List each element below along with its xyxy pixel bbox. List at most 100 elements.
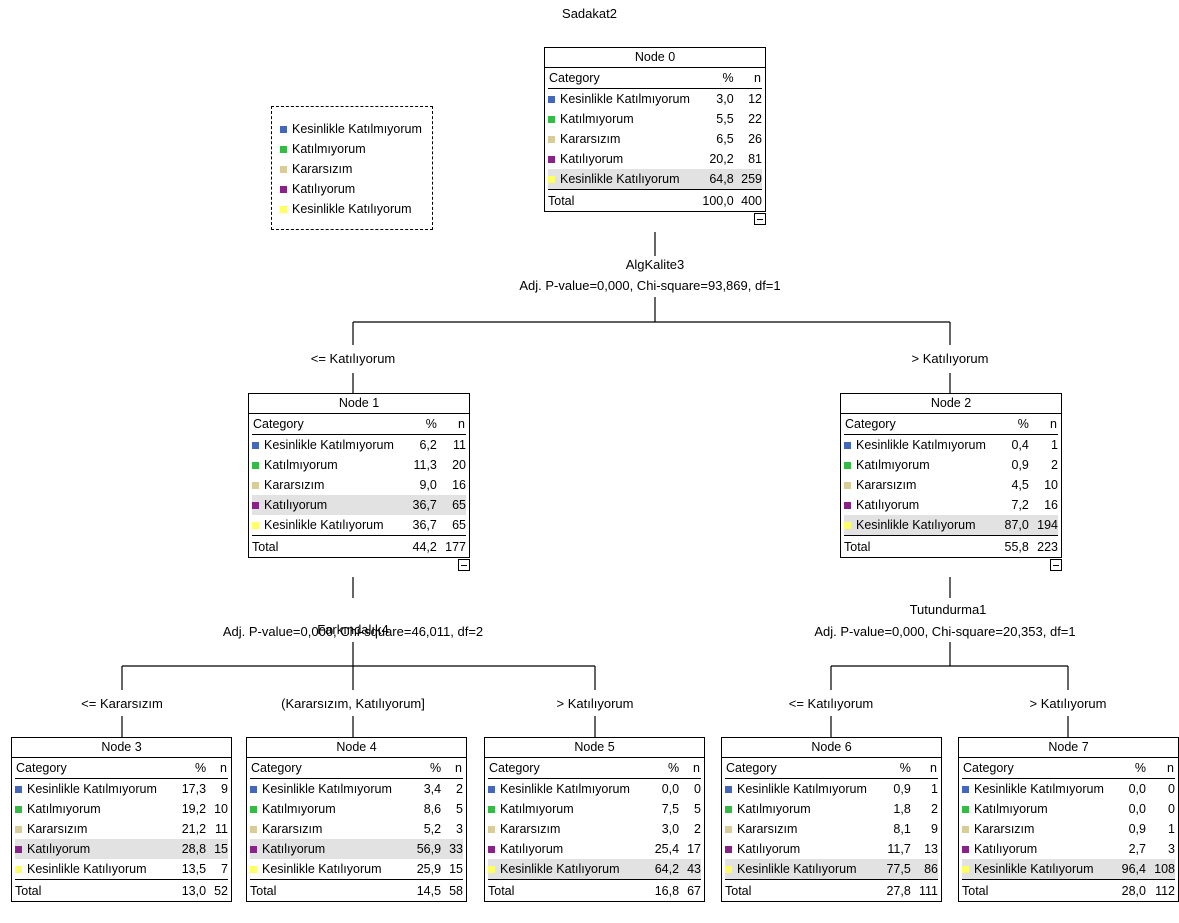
tree-node[interactable]: Node 1 Category% n Kesinlikle Katılmıyorum 6… bbox=[248, 393, 470, 571]
category-cell: Katılıyorum bbox=[252, 495, 410, 515]
pct-cell: 36,7 bbox=[412, 518, 437, 532]
collapse-minus-icon[interactable] bbox=[1050, 559, 1062, 571]
n-cell: 194 bbox=[1034, 515, 1058, 536]
category-label: Kesinlikle Katılmıyorum bbox=[737, 782, 867, 796]
pct-cell: 36,7 bbox=[409, 495, 443, 515]
category-row: Katılıyorum 2,7 3 bbox=[962, 839, 1175, 859]
pct-cell: 0,0 bbox=[661, 782, 680, 796]
category-row: Kesinlikle Katılıyorum 96,4 108 bbox=[962, 859, 1175, 880]
category-row: Kararsızım 4,5 10 bbox=[844, 475, 1058, 495]
pct-cell: 4,5 bbox=[1011, 478, 1029, 492]
category-row: Kararsızım 9,0 16 bbox=[252, 475, 466, 495]
category-row: Kesinlikle Katılıyorum 25,9 15 bbox=[250, 859, 463, 880]
n-cell: 43 bbox=[685, 859, 701, 880]
category-row: Katılmıyorum 8,6 5 bbox=[250, 799, 463, 819]
category-row: Katılmıyorum 1,8 2 bbox=[725, 799, 938, 819]
n-cell: 33 bbox=[447, 839, 463, 859]
tree-node[interactable]: Node 0 Category% n Kesinlikle Katılmıyorum 3… bbox=[544, 47, 766, 225]
pct-cell: 0,4 bbox=[1011, 438, 1029, 452]
total-pct: 55,8 bbox=[1001, 535, 1035, 557]
category-row: Katılmıyorum 0,0 0 bbox=[962, 799, 1175, 819]
category-cell: Katılmıyorum bbox=[548, 109, 700, 129]
total-row: Total 55,8 223 bbox=[844, 535, 1058, 557]
category-row: Katılmıyorum 19,2 10 bbox=[15, 799, 228, 819]
legend-item: Kararsızım bbox=[280, 159, 432, 179]
swatch-icon bbox=[844, 501, 851, 509]
pct-header: % bbox=[650, 758, 686, 779]
node-header-row: Category% n bbox=[488, 758, 701, 779]
tree-node[interactable]: Node 2 Category% n Kesinlikle Katılmıyorum 0… bbox=[840, 393, 1062, 571]
category-label: Katılıyorum bbox=[737, 842, 801, 856]
n-header: n bbox=[685, 758, 701, 779]
category-header: Category bbox=[962, 758, 1119, 779]
category-header: Category bbox=[548, 68, 700, 89]
category-cell: Katılmıyorum bbox=[252, 455, 409, 475]
swatch-icon bbox=[488, 825, 495, 833]
swatch-icon bbox=[725, 805, 732, 813]
pct-header: % bbox=[699, 68, 740, 89]
swatch-icon bbox=[280, 125, 287, 133]
pct-header: % bbox=[1118, 758, 1152, 779]
total-row: Total 13,0 52 bbox=[15, 879, 228, 901]
swatch-icon bbox=[548, 95, 555, 103]
node-title: Node 7 bbox=[959, 738, 1178, 758]
category-cell: Kesinlikle Katılmıyorum bbox=[252, 435, 409, 455]
category-row: Kesinlikle Katılmıyorum 17,3 9 bbox=[15, 779, 228, 800]
category-cell: Kesinlikle Katılmıyorum bbox=[488, 779, 650, 799]
swatch-icon bbox=[488, 865, 495, 873]
n-cell: 12 bbox=[748, 92, 762, 106]
category-cell: Kararsızım bbox=[725, 819, 883, 839]
n-cell: 81 bbox=[748, 152, 762, 166]
category-row: Katılıyorum 11,7 13 bbox=[725, 839, 938, 859]
collapse-minus-icon[interactable] bbox=[754, 213, 766, 225]
n-header: n bbox=[212, 758, 228, 779]
category-row: Katılıyorum 7,2 16 bbox=[844, 495, 1058, 515]
n-cell: 22 bbox=[748, 112, 762, 126]
n-cell: 2 bbox=[931, 802, 938, 816]
n-cell: 20 bbox=[452, 458, 466, 472]
swatch-icon bbox=[844, 481, 851, 489]
tree-node[interactable]: Node 4 Category% n Kesinlikle Katılmıyorum 3… bbox=[246, 737, 467, 902]
category-row: Kesinlikle Katılmıyorum 0,4 1 bbox=[844, 435, 1058, 456]
swatch-icon bbox=[548, 175, 555, 183]
tree-node[interactable]: Node 7 Category% n Kesinlikle Katılmıyorum 0… bbox=[958, 737, 1179, 902]
category-header: Category bbox=[250, 758, 413, 779]
collapse-minus-icon[interactable] bbox=[458, 559, 470, 571]
category-row: Kesinlikle Katılmıyorum 0,0 0 bbox=[962, 779, 1175, 800]
legend-label: Kesinlikle Katılıyorum bbox=[292, 202, 412, 216]
n-cell: 1 bbox=[1168, 822, 1175, 836]
category-header: Category bbox=[844, 414, 1002, 435]
n-cell: 2 bbox=[694, 822, 701, 836]
pct-cell: 28,8 bbox=[177, 839, 213, 859]
total-row: Total 16,8 67 bbox=[488, 879, 701, 901]
pct-header: % bbox=[1001, 414, 1035, 435]
total-label: Total bbox=[15, 879, 178, 901]
swatch-icon bbox=[250, 865, 257, 873]
total-pct: 44,2 bbox=[409, 535, 443, 557]
node-title: Node 6 bbox=[722, 738, 941, 758]
total-n: 52 bbox=[212, 879, 228, 901]
pct-cell: 13,5 bbox=[181, 862, 207, 876]
category-label: Kararsızım bbox=[856, 478, 917, 492]
category-cell: Kesinlikle Katılmıyorum bbox=[250, 779, 412, 799]
category-label: Kararsızım bbox=[264, 478, 325, 492]
legend: Kesinlikle Katılmıyorum Katılmıyorum Kar… bbox=[271, 106, 433, 230]
tree-node[interactable]: Node 3 Category% n Kesinlikle Katılmıyorum 1… bbox=[11, 737, 232, 902]
node-title: Node 2 bbox=[841, 394, 1061, 414]
category-row: Katılmıyorum 7,5 5 bbox=[488, 799, 701, 819]
pct-cell: 21,2 bbox=[181, 822, 207, 836]
swatch-icon bbox=[548, 155, 555, 163]
category-cell: Katılıyorum bbox=[250, 839, 413, 859]
total-pct: 13,0 bbox=[177, 879, 213, 901]
tree-node[interactable]: Node 6 Category% n Kesinlikle Katılmıyorum 0… bbox=[721, 737, 942, 902]
swatch-icon bbox=[252, 521, 259, 529]
pct-header: % bbox=[409, 414, 443, 435]
pct-cell: 6,5 bbox=[716, 132, 734, 146]
category-cell: Katılıyorum bbox=[15, 839, 178, 859]
category-header: Category bbox=[15, 758, 178, 779]
category-label: Kararsızım bbox=[974, 822, 1035, 836]
swatch-icon bbox=[252, 441, 259, 449]
tree-node[interactable]: Node 5 Category% n Kesinlikle Katılmıyorum 0… bbox=[484, 737, 705, 902]
category-label: Kararsızım bbox=[500, 822, 561, 836]
pct-cell: 8,1 bbox=[893, 822, 911, 836]
